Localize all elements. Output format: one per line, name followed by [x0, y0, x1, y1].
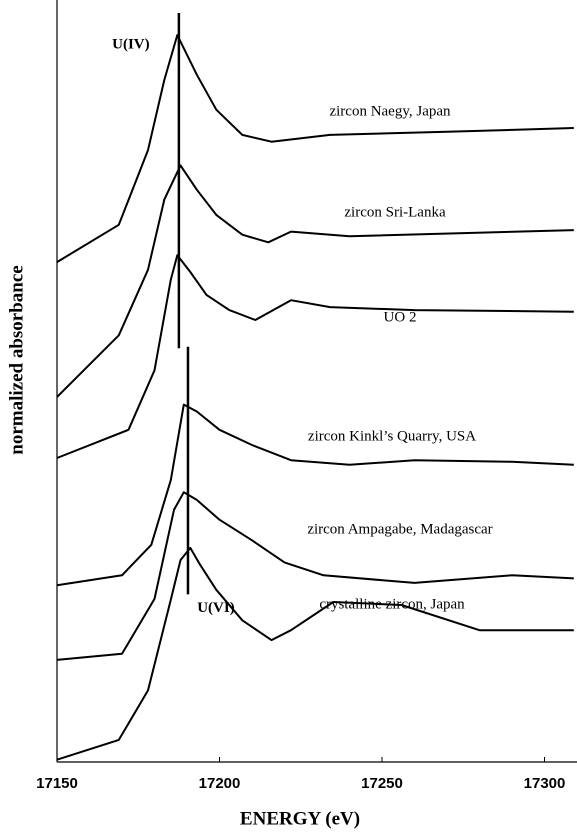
spectrum-line: [56, 546, 574, 761]
spectrum-line: [56, 254, 574, 459]
series-label: UO 2: [384, 309, 417, 325]
series-label: zircon Ampagabe, Madagascar: [307, 521, 492, 537]
x-tick-label: 17300: [524, 775, 566, 792]
edge-label: U(IV): [112, 36, 150, 52]
series-label: zircon Kinkl’s Quarry, USA: [308, 428, 476, 444]
edge-label: U(VI): [197, 600, 235, 616]
spectrum-line: [56, 403, 574, 587]
x-tick-label: 17250: [361, 775, 403, 792]
x-tick-label: 17150: [36, 775, 78, 792]
x-tick-label: 17200: [199, 775, 241, 792]
spectrum-line: [56, 491, 574, 661]
y-axis-label: normalized absorbance: [6, 265, 27, 454]
series-label: zircon Sri-Lanka: [344, 204, 446, 220]
spectrum-line: [56, 34, 574, 263]
x-axis-label: ENERGY (eV): [240, 808, 360, 829]
spectrum-line: [56, 164, 574, 398]
series-label: crystalline zircon, Japan: [319, 596, 465, 612]
series-label: zircon Naegy, Japan: [329, 103, 451, 119]
